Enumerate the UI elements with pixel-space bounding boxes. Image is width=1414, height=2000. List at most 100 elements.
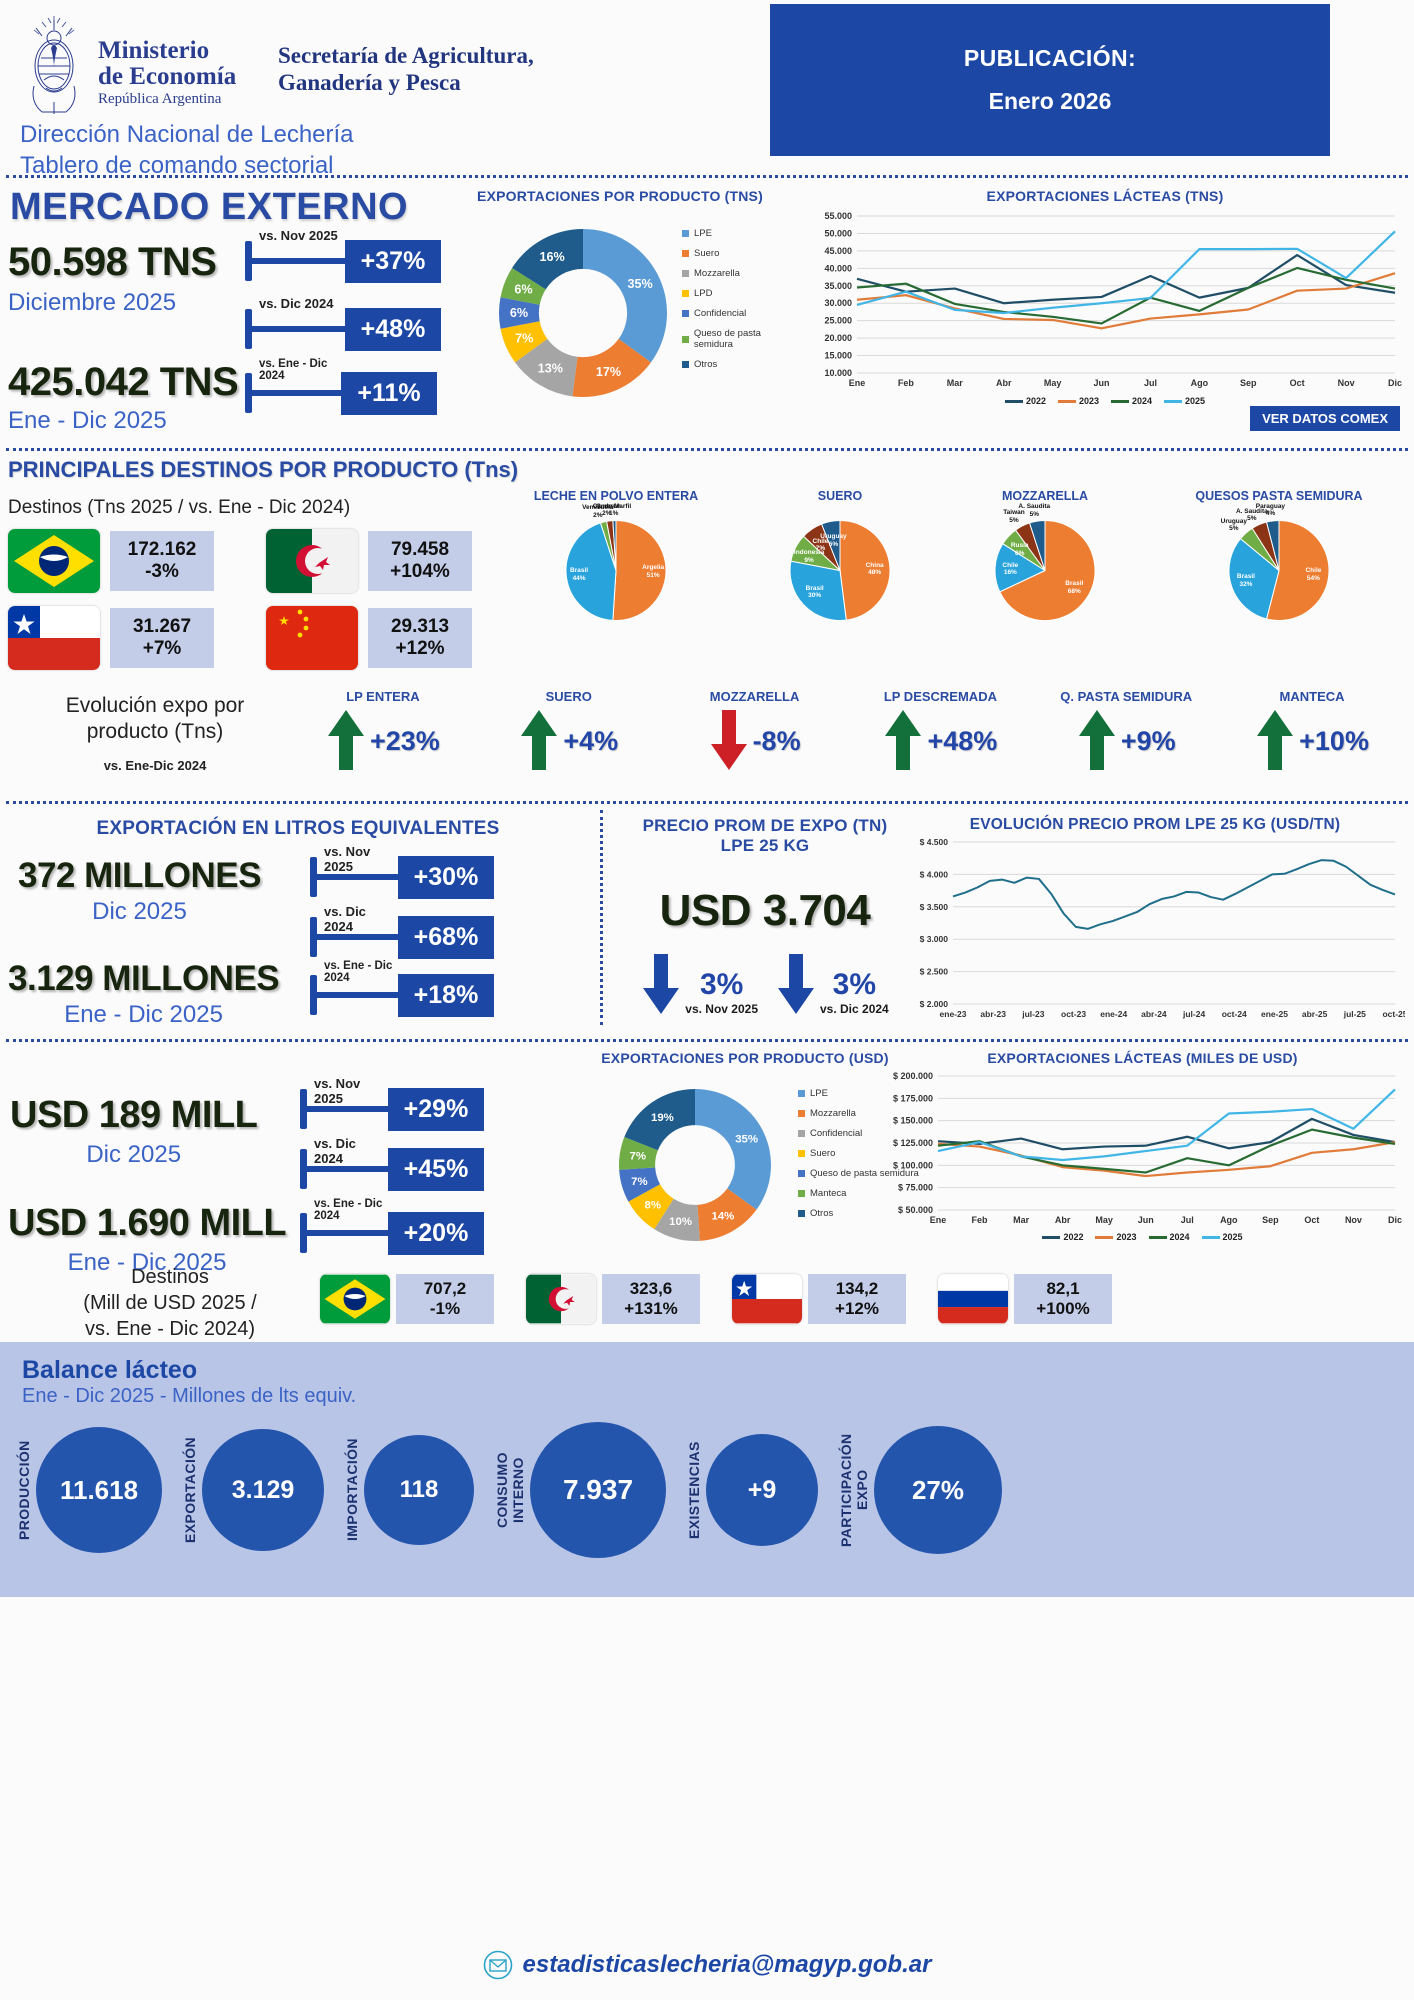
donut-slice-label: 6% (510, 306, 528, 320)
donut-slice (515, 338, 578, 397)
precio-value: USD 3.704 (659, 886, 871, 935)
donut-slice-label: 35% (735, 1133, 758, 1145)
evolucion-arrow-label: LP ENTERA (346, 689, 420, 704)
line-series (937, 1141, 1396, 1178)
secretariat-line-2: Ganadería y Pesca (278, 70, 461, 96)
chart-pie-quesos: QUESOS PASTA SEMIDURA Chile 54% Brasil 32% U… (1150, 489, 1408, 633)
delta-anual-value: +11% (341, 371, 437, 415)
kpi-litros-anual-value: 3.129 MILLONES (8, 959, 280, 998)
destino-usd-chile: 134,2 +12% (808, 1274, 906, 1324)
chart-donut-usd-title: EXPORTACIONES POR PRODUCTO (USD) (601, 1050, 889, 1066)
legend-item: Suero (682, 248, 800, 259)
delta-nov-2025: vs. Nov 2025 +37% (245, 228, 441, 284)
pie-slice (999, 519, 1096, 621)
kpi-litros-dic-value: 372 MILLONES (18, 856, 261, 895)
line-usd-legend: 2022 2023 2024 2025 (880, 1232, 1405, 1242)
y-axis-tick: 20.000 (824, 333, 852, 343)
delta-nov-2025-label: vs. Nov 2025 (259, 228, 338, 243)
x-axis-tick: Ago (1191, 378, 1209, 388)
y-axis-tick: $ 75.000 (898, 1183, 933, 1193)
legend-swatch (682, 310, 689, 317)
y-axis-tick: 35.000 (824, 281, 852, 291)
evolucion-arrow-label: MANTECA (1279, 689, 1345, 704)
evolucion-vs: vs. Ene-Dic 2024 (103, 757, 207, 773)
x-axis-tick: oct-25 (1382, 1009, 1405, 1019)
legend-item: 2024 (1111, 396, 1152, 406)
chart-line-usd-title: EXPORTACIONES LÁCTEAS (MILES DE USD) (987, 1050, 1298, 1066)
kpi-usd-anual: USD 1.690 MILL Ene - Dic 2025 (8, 1202, 287, 1277)
balance-item: CONSUMO INTERNO 7.937 (494, 1422, 682, 1558)
legend-label: 2022 (1025, 396, 1046, 406)
y-axis-tick: 50.000 (824, 228, 852, 238)
donut-slice-label: 7% (630, 1151, 646, 1163)
balance-item: PARTICIPACIÓN EXPO 27% (838, 1426, 1018, 1554)
legend-item: Queso de pasta semidura (682, 328, 800, 350)
precio-title-2: LPE 25 KG (720, 836, 810, 855)
precio-delta-nov-pct: 3% (699, 968, 744, 1001)
destino-brasil-value: 172.162 -3% (110, 531, 214, 591)
y-axis-tick: 40.000 (824, 263, 852, 273)
x-axis-tick: abr-24 (1141, 1009, 1167, 1019)
donut-slice (500, 267, 546, 305)
legend-swatch (1111, 400, 1129, 404)
x-axis-tick: Dic (1388, 1215, 1402, 1225)
arrow-up-icon (885, 710, 922, 770)
x-axis-tick: Abr (996, 378, 1012, 388)
donut-usd-legend: LPE Mozzarella Confidencial Suero Queso de p… (798, 1088, 919, 1228)
destinos-usd-row: 707,2 -1% 323,6 +131% 134,2 +12% 82,1 +1… (320, 1274, 1112, 1324)
x-axis-tick: Nov (1338, 378, 1355, 388)
donut-slice-label: 35% (627, 277, 652, 291)
y-axis-tick: 15.000 (824, 351, 852, 361)
section-usd: USD 189 MILL Dic 2025 USD 1.690 MILL Ene… (0, 1042, 1414, 1342)
flag-rusia-icon (938, 1274, 1008, 1324)
x-axis-tick: Oct (1304, 1215, 1319, 1225)
balance-item-value: 7.937 (530, 1422, 666, 1558)
ministry-logo-block: Ministerio de Economía República Argenti… (22, 14, 236, 122)
balance-items: PRODUCCIÓN 11.618 EXPORTACIÓN 3.129 IMPORTAC… (0, 1422, 1414, 1558)
donut-slice-label: 13% (538, 361, 563, 375)
legend-item: Queso de pasta semidura (798, 1168, 919, 1179)
balance-item-label: EXISTENCIAS (686, 1441, 702, 1539)
section-title-litros: EXPORTACIÓN EN LITROS EQUIVALENTES (38, 818, 558, 840)
kpi-anual: 425.042 TNS Ene - Dic 2025 (8, 360, 239, 435)
destino-china-delta: +12% (395, 638, 445, 659)
destino-row-1: 172.162 -3% 79.458 +104% (8, 529, 472, 593)
x-axis-tick: oct-23 (1061, 1009, 1086, 1019)
legend-item: 2023 (1095, 1232, 1137, 1242)
evolucion-label: Evolución expo por producto (Tns) vs. En… (30, 693, 280, 773)
kpi-litros-anual-period: Ene - Dic 2025 (64, 1001, 223, 1028)
destino-usd-rusia-delta: +100% (1036, 1299, 1090, 1318)
publication-label: PUBLICACIÓN: (963, 45, 1137, 71)
balance-title: Balance lácteo (22, 1356, 198, 1384)
legend-swatch (682, 270, 689, 277)
chart-pie-quesos-title: QUESOS PASTA SEMIDURA (1195, 489, 1363, 503)
delta-usd-anual-value: +20% (388, 1211, 484, 1255)
donut-slice-label: 19% (651, 1112, 674, 1124)
line-series (856, 253, 1396, 305)
flag-argelia-icon (526, 1274, 596, 1324)
legend-item: 2025 (1201, 1232, 1243, 1242)
chart-line-precio-title: EVOLUCIÓN PRECIO PROM LPE 25 KG (USD/TN) (969, 816, 1341, 833)
legend-label: 2022 (1063, 1232, 1084, 1242)
arrow-up-icon (1257, 710, 1294, 770)
pie-slice (612, 519, 667, 621)
pie-graphic (994, 519, 1096, 621)
donut-slice (572, 338, 651, 397)
contact-email[interactable]: estadisticaslecheria@magyp.gob.ar (522, 1951, 932, 1978)
flag-brasil-icon (320, 1274, 390, 1324)
ver-datos-comex-button[interactable]: VER DATOS COMEX (1250, 406, 1400, 431)
chart-pie-suero: SUERO China 48% Brasil 30% Indonesia 9% Chile 7… (740, 489, 940, 633)
destinos-usd-line-1: Destinos (131, 1266, 209, 1288)
flag-chile-icon (8, 606, 100, 670)
balance-item-value: 118 (364, 1435, 474, 1545)
chart-pie-lpe: LECHE EN POLVO ENTERA Argelia 51% Brasil 44… (500, 489, 732, 633)
destino-usd-brasil-value: 707,2 (423, 1278, 467, 1298)
legend-swatch (798, 1090, 805, 1097)
y-axis-tick: $ 150.000 (893, 1116, 933, 1126)
x-axis-tick: Ene (849, 378, 866, 388)
ministry-line-2: de Economía (98, 63, 237, 90)
legend-label: 2024 (1132, 396, 1153, 406)
x-axis-tick: Oct (1290, 378, 1305, 388)
balance-item: EXISTENCIAS +9 (686, 1434, 834, 1546)
legend-item: 2023 (1057, 396, 1099, 406)
